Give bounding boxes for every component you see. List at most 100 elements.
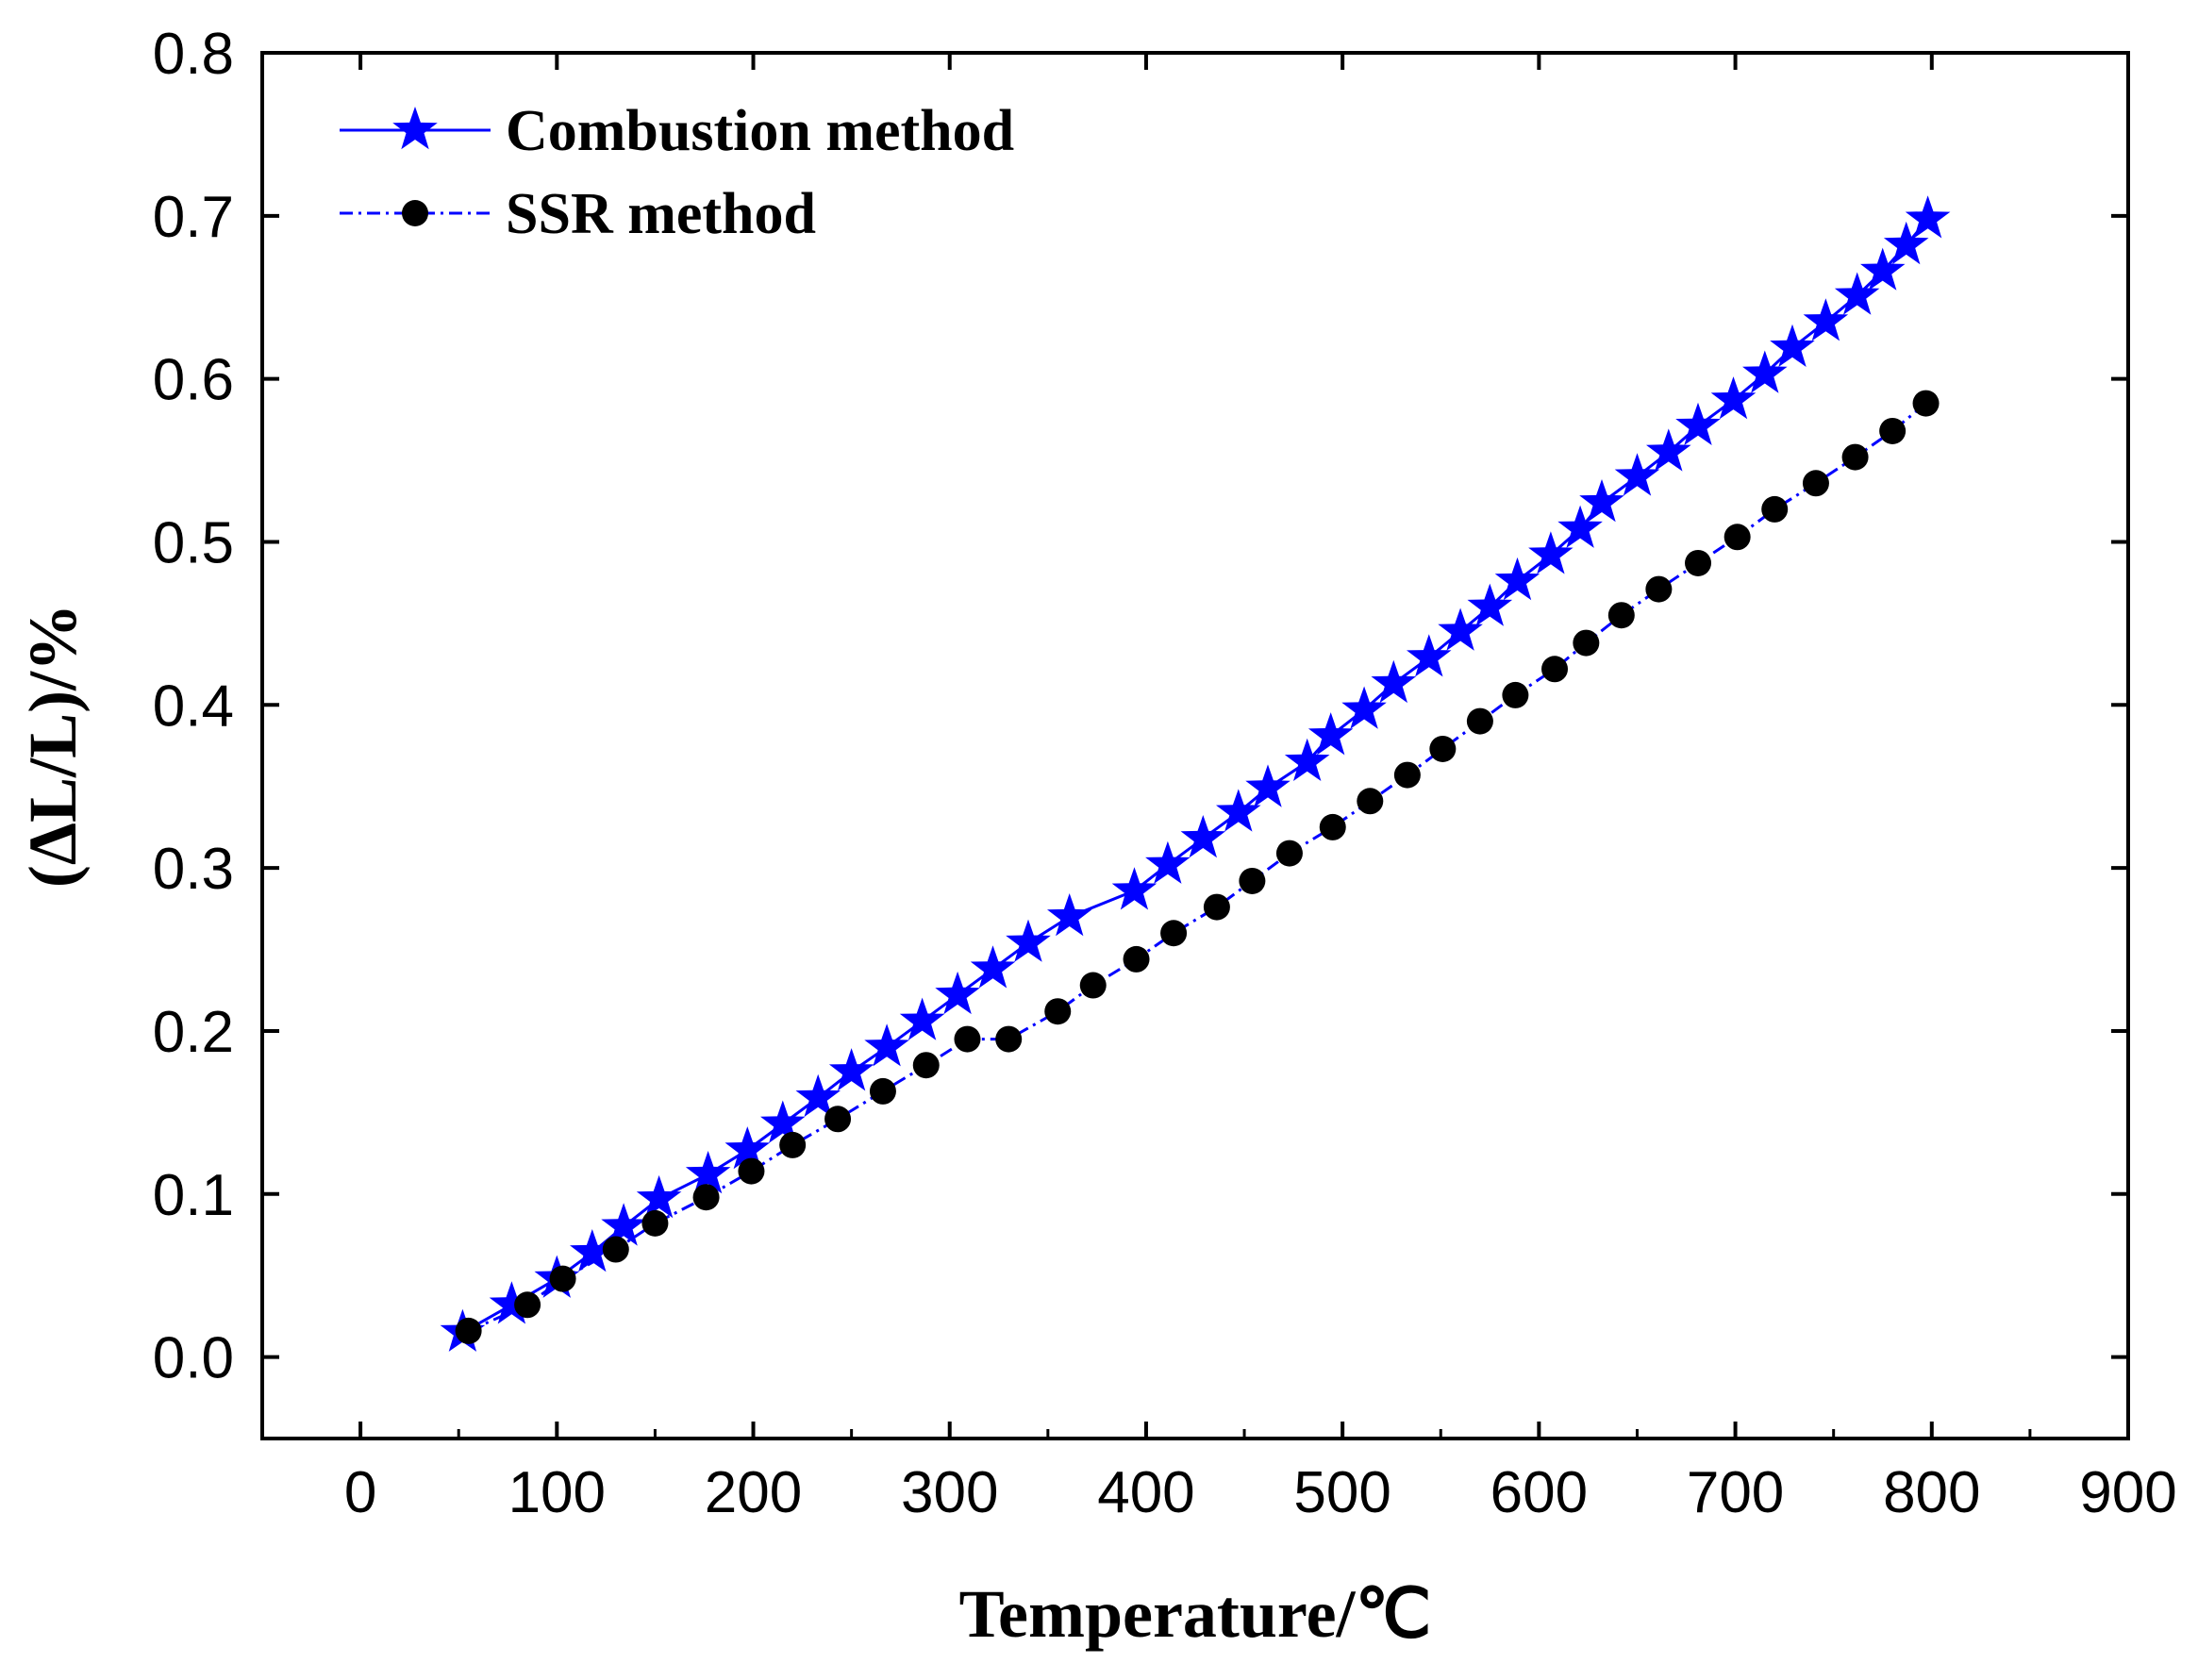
x-tick-label: 800	[1883, 1460, 1980, 1525]
data-point-1	[1393, 761, 1421, 789]
data-point-0	[1557, 505, 1603, 548]
y-axis-title: (ΔL/L)/%	[15, 604, 91, 888]
data-point-1	[1841, 443, 1869, 471]
plot-frame	[260, 51, 2130, 1440]
legend: Combustion method SSR method	[340, 99, 1014, 246]
data-point-1	[692, 1184, 720, 1211]
data-point-1	[954, 1025, 981, 1053]
y-tick-label: 0.3	[153, 837, 234, 902]
data-point-0	[1614, 453, 1660, 496]
data-point-0	[1438, 607, 1483, 651]
y-tick-label: 0.8	[153, 22, 234, 87]
x-tick-label: 0	[344, 1460, 376, 1525]
data-point-0	[1528, 531, 1574, 574]
data-point-1	[1645, 575, 1673, 603]
data-point-1	[1357, 788, 1384, 815]
data-point-1	[1685, 549, 1712, 576]
data-point-0	[1371, 659, 1417, 704]
data-point-1	[1466, 707, 1493, 735]
data-point-1	[1239, 867, 1266, 894]
data-point-1	[1802, 470, 1829, 497]
data-point-1	[1502, 681, 1529, 708]
y-tick-label: 0.2	[153, 1000, 234, 1065]
y-tick-label: 0.4	[153, 674, 234, 739]
data-point-0	[899, 997, 945, 1040]
x-tick-label: 400	[1097, 1460, 1194, 1525]
data-point-0	[1047, 893, 1092, 937]
data-point-0	[1770, 324, 1815, 367]
data-point-0	[1742, 350, 1788, 393]
data-point-1	[912, 1052, 940, 1079]
data-point-0	[1494, 557, 1540, 601]
data-point-0	[1284, 738, 1330, 781]
data-point-0	[636, 1174, 682, 1219]
data-point-0	[1675, 402, 1721, 445]
data-point-1	[1123, 945, 1150, 973]
data-point-0	[1307, 712, 1354, 756]
data-point-1	[1541, 656, 1569, 683]
data-point-1	[641, 1209, 669, 1237]
data-point-1	[1761, 495, 1789, 523]
data-point-1	[738, 1157, 765, 1185]
data-point-0	[828, 1048, 874, 1091]
data-point-0	[1834, 272, 1880, 315]
x-tick-label: 200	[705, 1460, 802, 1525]
y-tick-label: 0.7	[153, 185, 234, 250]
legend-marker-0	[392, 107, 438, 150]
data-point-1	[1912, 390, 1940, 417]
data-point-0	[1467, 583, 1513, 626]
legend-label-0: Combustion method	[506, 99, 1014, 163]
data-point-1	[1275, 840, 1303, 867]
data-point-1	[1879, 417, 1907, 444]
y-tick-label: 0.5	[153, 510, 234, 575]
data-point-0	[795, 1073, 841, 1117]
x-tick-label: 900	[2079, 1460, 2176, 1525]
x-tick-label: 600	[1490, 1460, 1588, 1525]
data-point-0	[1883, 221, 1929, 265]
data-point-0	[1860, 247, 1906, 291]
data-point-1	[1723, 524, 1751, 551]
data-point-1	[1203, 893, 1230, 921]
data-point-1	[779, 1131, 807, 1158]
data-point-1	[514, 1291, 541, 1319]
y-axis: 0.0 0.1 0.2 0.3 0.4 0.5 0.6 0.7 0.8	[153, 22, 2128, 1391]
data-point-0	[1180, 815, 1226, 858]
x-tick-label: 100	[508, 1460, 606, 1525]
series-markers	[440, 195, 1951, 1352]
data-point-1	[1319, 813, 1346, 840]
data-point-1	[1079, 972, 1107, 999]
data-point-0	[570, 1229, 615, 1272]
legend-marker-1	[402, 200, 428, 226]
x-tick-label: 700	[1687, 1460, 1784, 1525]
y-tick-label: 0.6	[153, 348, 234, 413]
data-point-1	[1160, 920, 1188, 947]
data-point-0	[1111, 867, 1157, 910]
data-point-0	[1579, 479, 1624, 523]
data-point-0	[1216, 789, 1261, 832]
x-axis-title: Temperature/℃	[959, 1576, 1432, 1652]
data-point-1	[1573, 629, 1600, 657]
data-point-0	[1646, 428, 1691, 472]
data-point-0	[601, 1203, 646, 1246]
data-point-0	[1905, 195, 1951, 239]
data-point-1	[869, 1077, 896, 1105]
data-point-0	[1145, 840, 1191, 884]
data-point-1	[824, 1106, 852, 1133]
y-tick-label: 0.0	[153, 1326, 234, 1391]
data-point-1	[995, 1025, 1023, 1053]
data-point-0	[685, 1151, 731, 1194]
data-point-0	[1407, 634, 1452, 677]
data-point-1	[1044, 998, 1072, 1025]
data-point-1	[1429, 735, 1457, 762]
data-point-0	[970, 945, 1016, 989]
data-point-0	[489, 1281, 535, 1324]
data-point-1	[455, 1317, 482, 1344]
legend-label-1: SSR method	[506, 182, 816, 246]
data-point-1	[1607, 602, 1635, 629]
data-point-0	[1341, 686, 1387, 729]
data-point-0	[1245, 764, 1290, 807]
data-point-0	[1710, 376, 1757, 420]
x-tick-label: 500	[1293, 1460, 1390, 1525]
